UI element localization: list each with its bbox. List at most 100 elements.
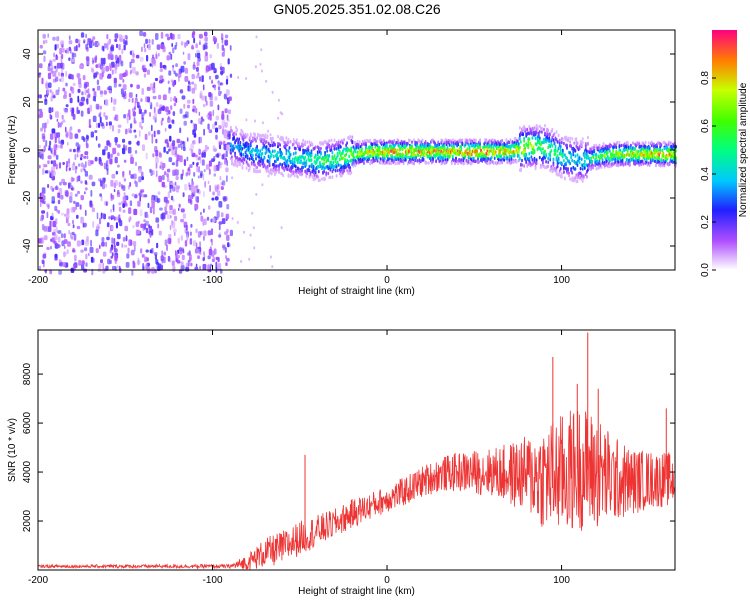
spectrogram-cell <box>84 247 88 252</box>
spectrogram-cell <box>276 164 278 168</box>
spectrogram-cell <box>139 108 142 114</box>
spectrogram-cell <box>179 127 182 134</box>
spectrogram-cell <box>259 62 262 66</box>
spectrogram-cell <box>166 151 169 155</box>
spectrogram-cell <box>71 231 75 236</box>
spectrogram-cell <box>175 149 178 156</box>
spectrogram-cell <box>293 160 296 165</box>
spectrogram-cell <box>52 228 57 233</box>
colorbar-tick-label: 0.4 <box>700 167 711 181</box>
spectrogram-cell <box>280 226 283 230</box>
spectrogram-cell <box>145 264 148 270</box>
spectrogram-cell <box>119 220 123 227</box>
spectrogram-cell <box>199 157 202 164</box>
spectrogram-cell <box>578 156 581 161</box>
spectrogram-cell <box>255 192 258 196</box>
spectrogram-cell <box>153 195 158 202</box>
spectrogram-cell <box>123 159 127 163</box>
spectrogram-cell <box>201 152 205 158</box>
spectrogram-cell <box>52 70 57 77</box>
spectrogram-cell <box>338 151 341 155</box>
spectrogram-cell <box>98 263 102 269</box>
spectrogram-cell <box>57 244 61 248</box>
spectrogram-cell <box>457 142 459 147</box>
spectrogram-cell <box>357 146 360 150</box>
spectrogram-cell <box>520 168 522 173</box>
spectrogram-cell <box>167 36 171 41</box>
spectrogram-cell <box>48 145 51 151</box>
spectrogram-cell <box>56 132 61 138</box>
spectrogram-cell <box>194 123 197 131</box>
spectrogram-cell <box>51 200 56 204</box>
spectrogram-cell <box>105 183 107 188</box>
spectrogram-cell <box>240 259 243 263</box>
spectrogram-cell <box>112 204 115 211</box>
colorbar-ticks: 0.00.20.40.60.8 <box>700 71 716 277</box>
spectrogram-cell <box>576 141 579 145</box>
spectrogram-cell <box>44 126 46 133</box>
spectrogram-cell <box>39 111 43 118</box>
spectrogram-cell <box>60 121 64 125</box>
spectrogram-cell <box>71 187 75 191</box>
spectrogram-cell <box>198 149 200 154</box>
spectrogram-cell <box>317 147 320 151</box>
spectrogram-cell <box>198 166 200 173</box>
spectrogram-cell <box>332 160 335 165</box>
spectrogram-cell <box>172 186 176 192</box>
spectrogram-cell <box>213 248 217 255</box>
spectrogram-cell <box>457 161 459 165</box>
spectrogram-cell <box>215 115 220 121</box>
spectrogram-cell <box>144 133 148 140</box>
spectrogram-cell <box>550 149 553 153</box>
spectrogram-cell <box>77 129 81 133</box>
spectrogram-cell <box>44 164 48 168</box>
y-tick-label: -20 <box>22 190 33 205</box>
spectrogram-cell <box>157 130 160 134</box>
spectrogram-cell <box>129 170 131 176</box>
spectrogram-cell <box>111 69 114 75</box>
spectrogram-cell <box>160 161 163 167</box>
spectrogram-cell <box>231 129 233 133</box>
spectrogram-cell <box>102 267 106 274</box>
spectrogram-cell <box>55 111 59 118</box>
spectrogram-cell <box>346 141 348 145</box>
spectrogram-cell <box>73 148 76 153</box>
spectrogram-cell <box>55 163 58 170</box>
spectrogram-cell <box>546 132 548 136</box>
spectrogram-cell <box>143 43 146 49</box>
spectrogram-cell <box>390 161 392 165</box>
spectrogram-cell <box>256 144 258 149</box>
spectrogram-cell <box>530 143 533 148</box>
spectrogram-cell <box>81 96 85 102</box>
spectrogram-cell <box>169 225 172 231</box>
spectrogram-cell <box>108 121 112 126</box>
spectrogram-cell <box>216 210 220 218</box>
spectrogram-cell <box>168 70 172 76</box>
spectrogram-cell <box>371 142 374 147</box>
spectrogram-cell <box>93 75 96 80</box>
spectrogram-cell <box>160 255 164 262</box>
spectrogram-cell <box>236 163 239 168</box>
spectrogram-cell <box>127 247 130 254</box>
spectrogram-cell <box>541 151 543 155</box>
spectrogram-cell <box>464 154 467 159</box>
spectrogram-cell <box>301 168 303 173</box>
spectrogram-cell <box>119 38 124 43</box>
spectrogram-cell <box>175 160 179 167</box>
spectrogram-cell <box>328 139 331 143</box>
spectrogram-cell <box>59 47 63 55</box>
spectrogram-cell <box>72 224 75 229</box>
spectrogram-cell <box>310 149 313 153</box>
spectrogram-cell <box>172 265 176 272</box>
spectrogram-cell <box>343 138 345 142</box>
spectrogram-cell <box>277 134 279 139</box>
spectrogram-cell <box>55 144 58 151</box>
spectrogram-cell <box>117 189 120 195</box>
spectrogram-cell <box>591 160 593 164</box>
spectrogram-cell <box>184 76 189 82</box>
spectrogram-cell <box>423 150 426 155</box>
spectrogram-cell <box>84 240 89 246</box>
spectrogram-cell <box>196 165 199 173</box>
spectrogram-cell <box>399 147 402 151</box>
